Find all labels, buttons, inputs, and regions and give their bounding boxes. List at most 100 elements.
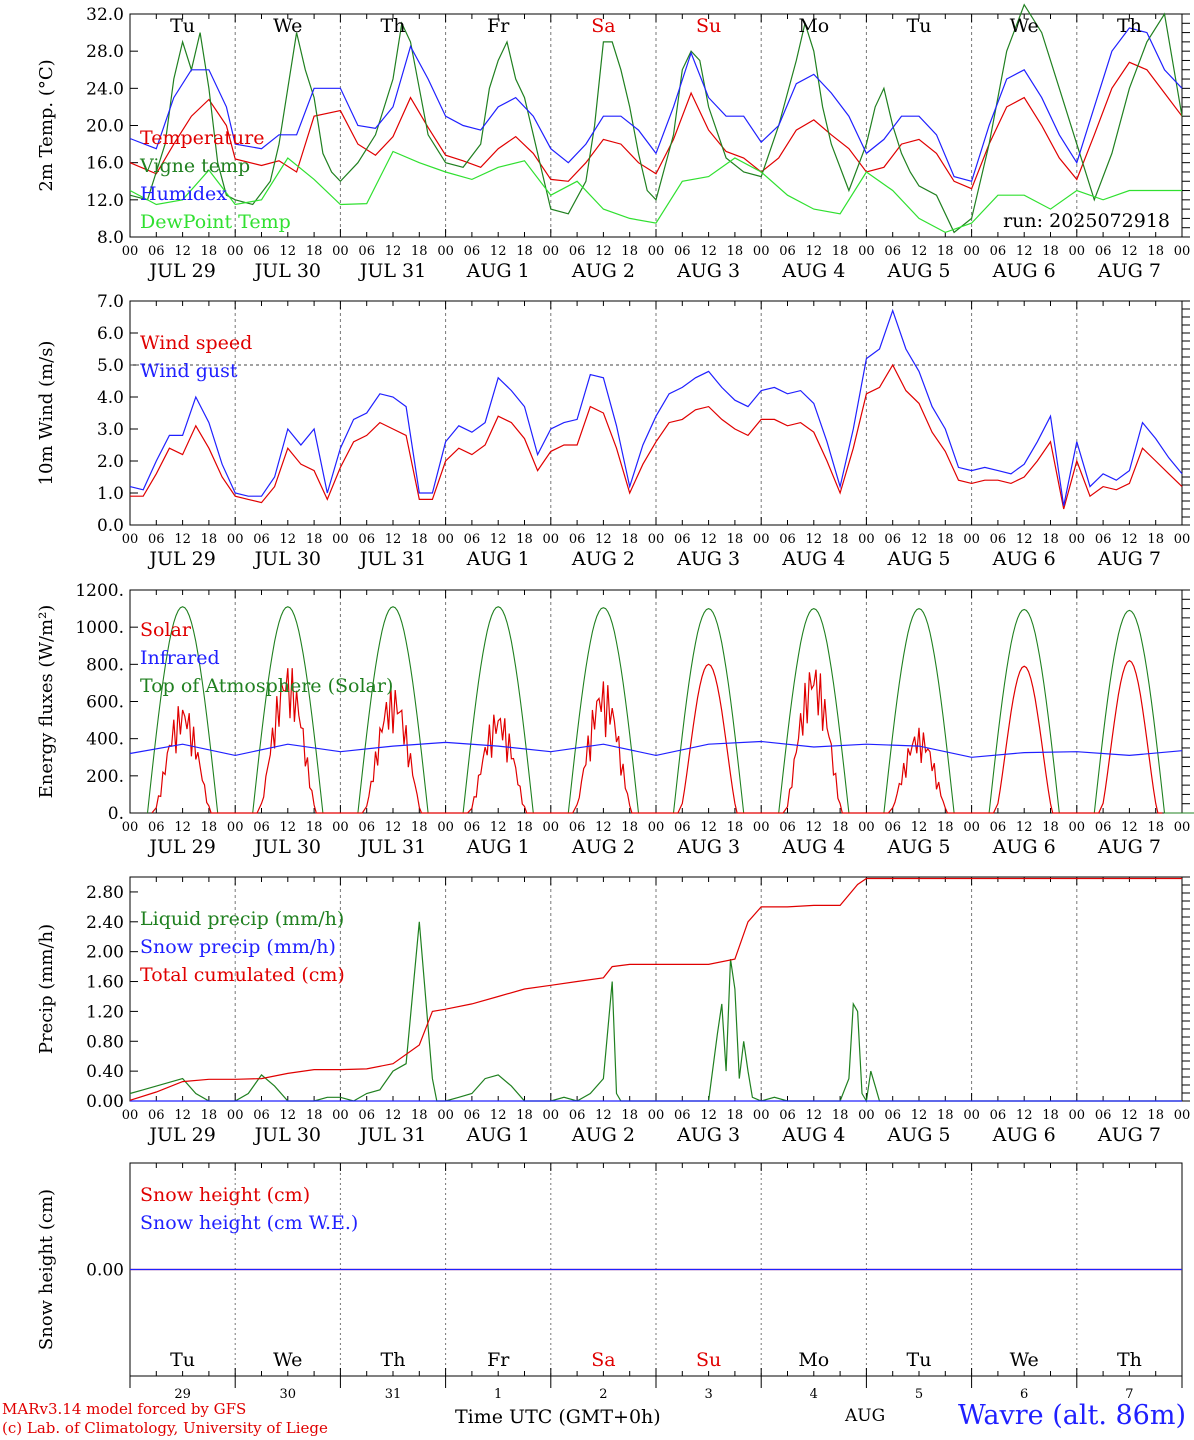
day-label: AUG 7 (1097, 548, 1161, 570)
hour-tick-label: 00 (648, 244, 665, 259)
day-number-label: 3 (704, 1387, 712, 1402)
hour-tick-label: 18 (306, 532, 323, 547)
hour-tick-label: 06 (358, 1108, 375, 1123)
legend-entry: Humidex (140, 183, 227, 205)
hour-tick-label: 06 (1095, 820, 1112, 835)
hour-tick-label: 00 (1069, 820, 1086, 835)
day-label: AUG 5 (886, 836, 950, 858)
hour-tick-label: 00 (227, 532, 244, 547)
hour-tick-label: 18 (516, 820, 533, 835)
hour-tick-label: 06 (569, 244, 586, 259)
weekday-label: Tu (170, 15, 195, 37)
model-line-1: MARv3.14 model forced by GFS (2, 1400, 247, 1418)
hour-tick-label: 12 (911, 244, 928, 259)
day-number-label: 6 (1020, 1387, 1028, 1402)
hour-tick-label: 06 (464, 244, 481, 259)
hour-tick-label: 00 (963, 532, 980, 547)
day-label: AUG 2 (571, 260, 635, 282)
hour-tick-label: 18 (832, 532, 849, 547)
hour-tick-label: 12 (806, 1108, 823, 1123)
hour-tick-label: 18 (516, 1108, 533, 1123)
hour-tick-label: 18 (1042, 532, 1059, 547)
hour-tick-label: 18 (516, 532, 533, 547)
legend-entry: Wind gust (140, 360, 238, 382)
hour-tick-label: 06 (569, 820, 586, 835)
legend-entry: Snow precip (mm/h) (140, 936, 336, 958)
day-label: AUG 6 (992, 548, 1056, 570)
hour-tick-label: 00 (227, 244, 244, 259)
hour-tick-label: 06 (358, 820, 375, 835)
legend-entry: Total cumulated (cm) (140, 964, 345, 986)
series-line-solar (151, 659, 1163, 814)
hour-tick-label: 06 (1095, 532, 1112, 547)
hour-tick-label: 06 (779, 244, 796, 259)
y-tick-label: 3.0 (97, 420, 124, 440)
hour-tick-label: 00 (122, 1108, 139, 1123)
hour-tick-label: 06 (148, 532, 165, 547)
time-axis-label: Time UTC (GMT+0h) (455, 1406, 661, 1428)
day-label: AUG 5 (886, 548, 950, 570)
day-number-label: 1 (494, 1387, 502, 1402)
hour-tick-label: 12 (595, 820, 612, 835)
hour-tick-label: 18 (1147, 820, 1164, 835)
y-tick-label: 12.0 (86, 191, 124, 211)
hour-tick-label: 12 (1016, 244, 1033, 259)
hour-tick-label: 12 (595, 244, 612, 259)
hour-tick-label: 06 (464, 1108, 481, 1123)
hour-tick-label: 18 (1147, 532, 1164, 547)
y-tick-label: 32.0 (86, 5, 124, 25)
hour-tick-label: 12 (174, 244, 191, 259)
y-tick-label: 800. (86, 655, 124, 675)
y-tick-label: 1.60 (86, 973, 124, 993)
day-label: AUG 4 (781, 1124, 845, 1146)
y-tick-label: 2.00 (86, 943, 124, 963)
y-tick-label: 0.0 (97, 516, 124, 536)
hour-tick-label: 06 (1095, 1108, 1112, 1123)
hour-tick-label: 18 (516, 244, 533, 259)
hour-tick-label: 18 (1042, 1108, 1059, 1123)
day-label: AUG 1 (466, 836, 530, 858)
station-label: Wavre (alt. 86m) (958, 1400, 1186, 1431)
hour-tick-label: 18 (201, 1108, 218, 1123)
weekday-label: Sa (591, 1349, 615, 1371)
hour-tick-label: 12 (806, 532, 823, 547)
panel-frame (129, 13, 1183, 238)
y-tick-label: 400. (86, 730, 124, 750)
y-tick-label: 28.0 (86, 42, 124, 62)
y-tick-label: 0. (108, 804, 124, 824)
day-label: JUL 31 (358, 836, 426, 858)
day-label: AUG 3 (676, 260, 740, 282)
hour-tick-label: 18 (306, 1108, 323, 1123)
y-tick-label: 2.0 (97, 452, 124, 472)
hour-tick-label: 00 (963, 820, 980, 835)
day-label: AUG 6 (992, 836, 1056, 858)
weekday-label: We (273, 1349, 302, 1371)
day-number-label: 5 (915, 1387, 923, 1402)
day-label: AUG 4 (781, 836, 845, 858)
day-number-label: 31 (385, 1387, 402, 1402)
hour-tick-label: 12 (806, 820, 823, 835)
hour-tick-label: 00 (648, 532, 665, 547)
legend-entry: Liquid precip (mm/h) (140, 908, 344, 930)
day-label: JUL 29 (147, 548, 215, 570)
hour-tick-label: 12 (280, 1108, 297, 1123)
y-tick-label: 0.40 (86, 1062, 124, 1082)
legend-entry: Top of Atmosphere (Solar) (140, 675, 393, 697)
y-tick-label: 6.0 (97, 324, 124, 344)
hour-tick-label: 18 (621, 820, 638, 835)
y-axis-label: Energy fluxes (W/m²) (36, 605, 57, 799)
hour-tick-label: 12 (174, 820, 191, 835)
day-label: JUL 30 (253, 836, 321, 858)
hour-tick-label: 06 (253, 820, 270, 835)
hour-tick-label: 18 (1042, 820, 1059, 835)
day-label: JUL 29 (147, 260, 215, 282)
hour-tick-label: 06 (569, 1108, 586, 1123)
day-label: AUG 1 (466, 548, 530, 570)
panel-3: 00 06 12 18 00 06 12 18 00 06 12 18 00 06 12 18 00 06 12 18… (36, 581, 1194, 858)
weekday-label: Fr (487, 15, 510, 37)
model-credit: MARv3.14 model forced by GFS (c) Lab. of… (2, 1400, 328, 1438)
hour-tick-label: 12 (1121, 1108, 1138, 1123)
series-line-dewpoint-temp (129, 150, 1182, 234)
hour-tick-label: 12 (385, 820, 402, 835)
series-line-total-cumulated-cm- (129, 877, 1182, 1101)
